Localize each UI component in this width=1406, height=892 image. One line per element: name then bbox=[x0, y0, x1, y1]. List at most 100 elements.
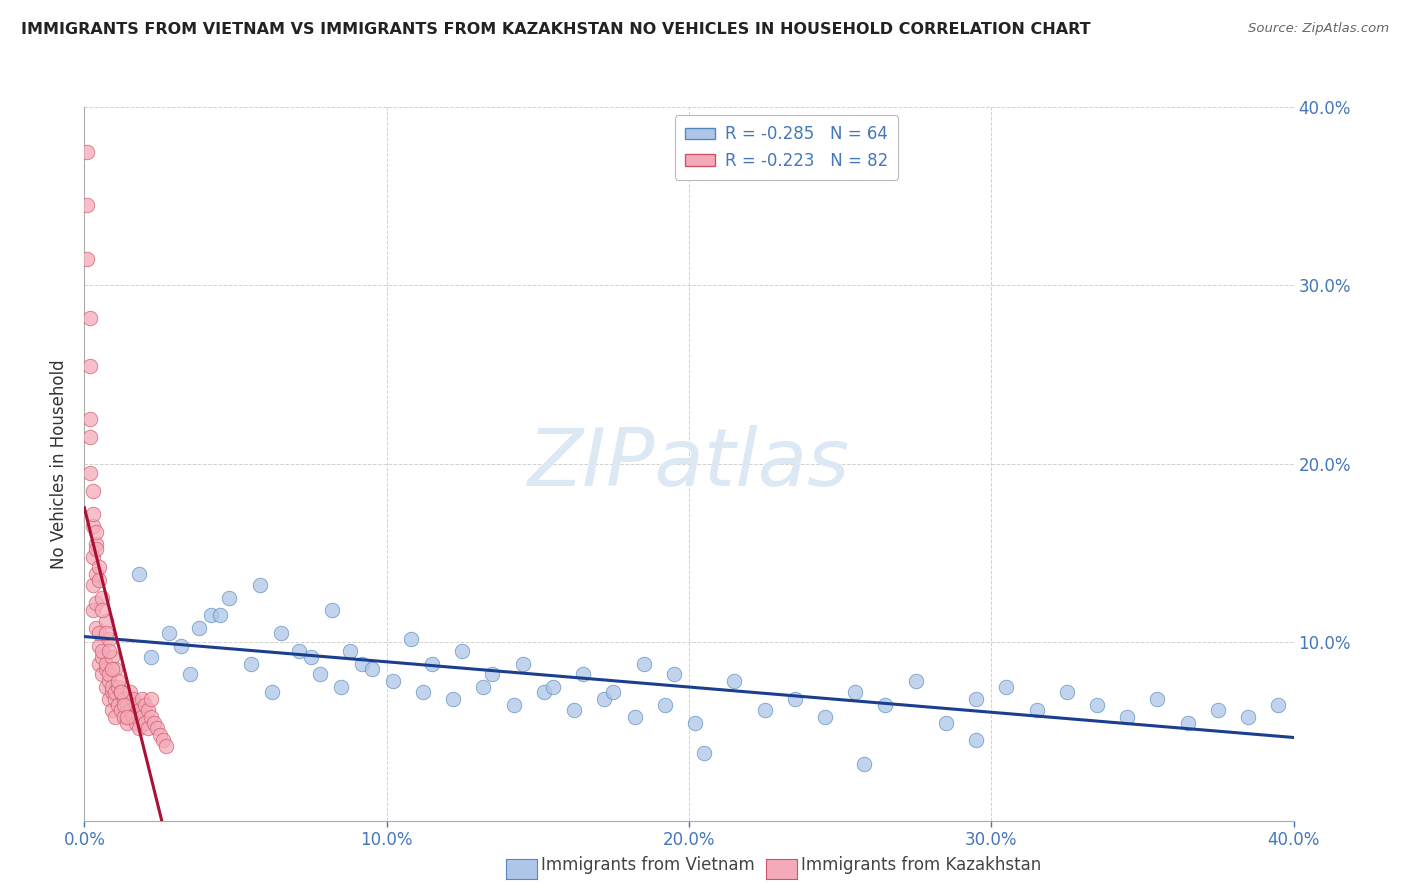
Point bbox=[1056, 685, 1078, 699]
Point bbox=[512, 657, 534, 671]
Point bbox=[76, 198, 98, 212]
Point bbox=[200, 608, 222, 623]
Point bbox=[115, 715, 138, 730]
Point bbox=[360, 662, 382, 676]
Point bbox=[82, 549, 104, 564]
Point bbox=[121, 692, 143, 706]
Point bbox=[209, 608, 232, 623]
Point bbox=[381, 674, 404, 689]
Point bbox=[91, 649, 114, 664]
Point bbox=[110, 703, 132, 717]
Point bbox=[112, 698, 135, 712]
Point bbox=[115, 698, 138, 712]
Point bbox=[94, 662, 117, 676]
Point bbox=[128, 567, 150, 582]
Point bbox=[814, 710, 837, 724]
Point bbox=[965, 733, 987, 747]
Point bbox=[79, 412, 101, 426]
Point bbox=[139, 649, 162, 664]
Point bbox=[79, 430, 101, 444]
Point bbox=[112, 710, 135, 724]
Point bbox=[420, 657, 443, 671]
Point bbox=[94, 614, 117, 628]
Point bbox=[502, 698, 524, 712]
Point bbox=[399, 632, 422, 646]
Point bbox=[654, 698, 676, 712]
Point bbox=[97, 674, 120, 689]
Point bbox=[125, 698, 148, 712]
Point bbox=[995, 680, 1018, 694]
Point bbox=[853, 756, 876, 771]
Point bbox=[118, 685, 141, 699]
Point bbox=[754, 703, 776, 717]
Point bbox=[91, 591, 114, 605]
Point bbox=[110, 685, 132, 699]
Point bbox=[562, 703, 585, 717]
Point bbox=[86, 537, 108, 551]
Point bbox=[115, 710, 138, 724]
Point bbox=[693, 746, 716, 760]
Point bbox=[472, 680, 495, 694]
Text: Immigrants from Kazakhstan: Immigrants from Kazakhstan bbox=[801, 856, 1042, 874]
Point bbox=[481, 667, 503, 681]
Point bbox=[121, 710, 143, 724]
Text: ZIPatlas: ZIPatlas bbox=[527, 425, 851, 503]
Point bbox=[218, 591, 240, 605]
Point bbox=[110, 685, 132, 699]
Point bbox=[107, 674, 129, 689]
Point bbox=[79, 359, 101, 373]
Point bbox=[131, 710, 153, 724]
Legend: R = -0.285   N = 64, R = -0.223   N = 82: R = -0.285 N = 64, R = -0.223 N = 82 bbox=[675, 115, 898, 179]
Point bbox=[100, 680, 122, 694]
Point bbox=[309, 667, 332, 681]
Point bbox=[1237, 710, 1260, 724]
Point bbox=[136, 703, 159, 717]
Point bbox=[134, 698, 156, 712]
Text: IMMIGRANTS FROM VIETNAM VS IMMIGRANTS FROM KAZAKHSTAN NO VEHICLES IN HOUSEHOLD C: IMMIGRANTS FROM VIETNAM VS IMMIGRANTS FR… bbox=[21, 22, 1091, 37]
Point bbox=[875, 698, 897, 712]
Point bbox=[662, 667, 685, 681]
Point bbox=[97, 644, 120, 658]
Point bbox=[76, 145, 98, 159]
Point bbox=[1206, 703, 1229, 717]
Point bbox=[965, 692, 987, 706]
Point bbox=[1085, 698, 1108, 712]
Point bbox=[86, 567, 108, 582]
Point bbox=[112, 692, 135, 706]
Point bbox=[131, 692, 153, 706]
Point bbox=[572, 667, 595, 681]
Point bbox=[602, 685, 624, 699]
Point bbox=[82, 507, 104, 521]
Point bbox=[139, 710, 162, 724]
Point bbox=[104, 710, 127, 724]
Point bbox=[86, 542, 108, 557]
Point bbox=[239, 657, 262, 671]
Point bbox=[904, 674, 927, 689]
Point bbox=[170, 639, 193, 653]
Point bbox=[100, 662, 122, 676]
Point bbox=[533, 685, 555, 699]
Point bbox=[107, 698, 129, 712]
Point bbox=[118, 703, 141, 717]
Point bbox=[91, 603, 114, 617]
Point bbox=[299, 649, 322, 664]
Point bbox=[89, 573, 111, 587]
Point bbox=[100, 703, 122, 717]
Point bbox=[89, 639, 111, 653]
Point bbox=[97, 632, 120, 646]
Point bbox=[136, 721, 159, 735]
Point bbox=[128, 703, 150, 717]
Point bbox=[104, 685, 127, 699]
Point bbox=[1116, 710, 1139, 724]
Point bbox=[260, 685, 283, 699]
Point bbox=[142, 715, 165, 730]
Point bbox=[935, 715, 957, 730]
Point bbox=[270, 626, 292, 640]
Point bbox=[79, 466, 101, 480]
Point bbox=[91, 644, 114, 658]
Point bbox=[844, 685, 866, 699]
Point bbox=[441, 692, 464, 706]
Point bbox=[100, 685, 122, 699]
Point bbox=[633, 657, 655, 671]
Point bbox=[89, 626, 111, 640]
